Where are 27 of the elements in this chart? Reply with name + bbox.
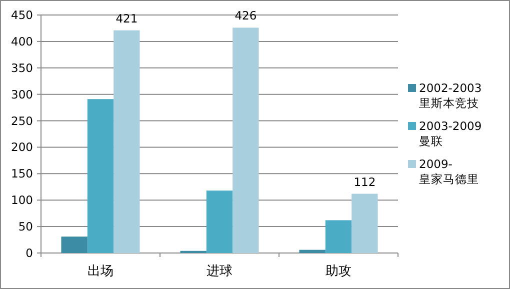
bar (61, 236, 88, 253)
legend-label: 2002-2003 里斯本竞技 (419, 81, 482, 110)
bar (325, 220, 352, 253)
x-tick-label: 出场 (88, 264, 114, 279)
bar (206, 190, 233, 253)
y-tick-label: 400 (11, 34, 33, 48)
bar (232, 28, 259, 253)
y-tick-label: 100 (11, 193, 33, 208)
y-tick-label: 300 (11, 87, 33, 102)
x-tick-label: 进球 (206, 264, 232, 279)
x-tick-label: 助攻 (326, 264, 352, 279)
bar (87, 99, 114, 253)
y-tick-label: 350 (11, 60, 33, 75)
data-label: 426 (234, 8, 257, 23)
y-tick-label: 50 (18, 220, 33, 234)
y-tick-label: 250 (11, 114, 33, 128)
bar (114, 30, 140, 253)
data-label: 421 (116, 11, 138, 26)
bar (299, 250, 326, 253)
y-tick-label: 150 (11, 166, 33, 181)
y-tick-label: 0 (26, 246, 33, 260)
y-tick-label: 450 (11, 8, 33, 22)
legend-label: 2003-2009 曼联 (419, 119, 482, 148)
legend-label: 2009-皇家马德里 (419, 157, 479, 186)
y-tick-label: 200 (11, 140, 33, 154)
data-label: 112 (354, 174, 376, 189)
bar (352, 194, 378, 253)
